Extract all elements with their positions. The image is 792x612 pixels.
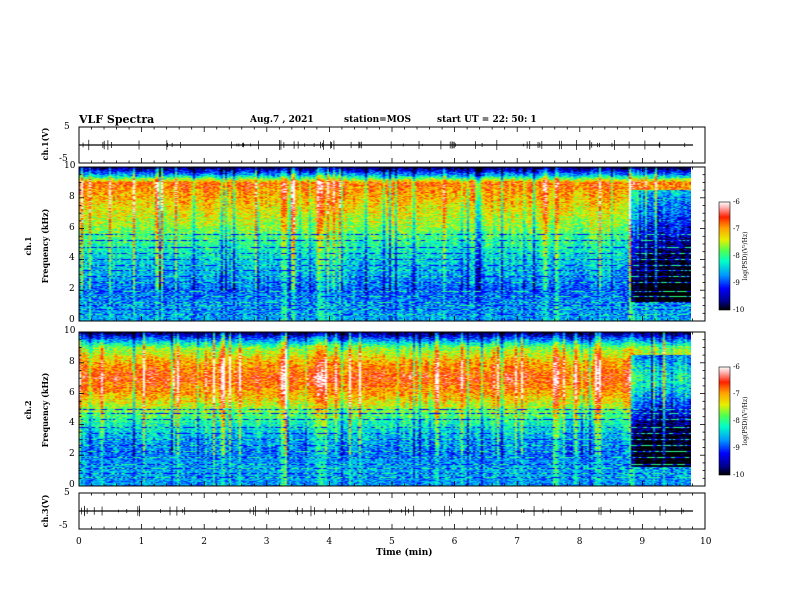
- time-tick-6: 6: [451, 537, 458, 547]
- ch2-cb-tick: -6: [733, 363, 740, 371]
- ch2-spectrogram-panel: [78, 331, 706, 487]
- ch2-colorbar: [718, 366, 731, 476]
- ch1-spec-ytick-4: 4: [69, 253, 75, 264]
- axis-ticks: [78, 127, 706, 529]
- ch1-channel-label: ch.1: [23, 236, 33, 256]
- time-tick-10: 10: [700, 537, 712, 547]
- ch1-spectrogram-image: [79, 167, 691, 321]
- ch1-colorbar-label: log(PSD)(V²/Hz): [742, 231, 749, 281]
- ch2-colorbar-label: log(PSD)(V²/Hz): [742, 396, 749, 446]
- ch1-spec-ytick-2: 2: [69, 284, 75, 295]
- time-tick-1: 1: [138, 537, 145, 547]
- ch2-channel-label: ch.2: [23, 400, 33, 420]
- time-tick-2: 2: [201, 537, 207, 547]
- date-label: Aug.7 , 2021: [250, 115, 314, 125]
- ch3-wave-ytick-top: 5: [64, 488, 70, 498]
- station-label: station=MOS: [344, 115, 412, 125]
- ch1-cb-tick: -6: [733, 198, 740, 206]
- ch1-wave-ylabel: ch.1(V): [40, 127, 50, 161]
- ch1-frequency-label: Frequency (kHz): [40, 208, 50, 284]
- ch2-cb-tick: -8: [733, 417, 740, 425]
- ch2-cb-tick: -10: [733, 471, 745, 479]
- ch3-waveform-trace: [79, 505, 693, 517]
- ch1-cb-tick: -8: [733, 252, 740, 260]
- time-tick-8: 8: [576, 537, 583, 547]
- time-tick-9: 9: [639, 537, 646, 547]
- ch1-wave-ytick-top: 5: [64, 122, 70, 132]
- ch1-colorbar: [718, 201, 731, 311]
- ch2-cb-tick: -9: [733, 444, 740, 452]
- ch2-spec-ytick-10: 10: [64, 326, 76, 336]
- ch1-spec-ytick-8: 8: [69, 191, 75, 202]
- ch2-frequency-label: Frequency (kHz): [40, 372, 50, 448]
- ch2-spec-ytick-0: 0: [69, 480, 75, 490]
- ch1-waveform-panel: [78, 126, 706, 164]
- ch3-waveform-panel: [78, 492, 706, 530]
- ch1-cb-tick: -10: [733, 306, 745, 314]
- time-axis-label: Time (min): [376, 548, 433, 558]
- ch1-wave-ytick-bottom: -5: [59, 154, 68, 164]
- ch1-cb-tick: -7: [733, 225, 740, 233]
- figure-title: VLF Spectra: [79, 113, 155, 126]
- time-tick-3: 3: [263, 537, 270, 547]
- ch1-cb-tick: -9: [733, 279, 740, 287]
- time-tick-0: 0: [76, 537, 82, 547]
- time-tick-5: 5: [389, 537, 395, 547]
- ch1-spec-ytick-6: 6: [69, 222, 75, 233]
- ch2-spec-ytick-6: 6: [69, 387, 75, 398]
- ch1-spectrogram-panel: [78, 166, 706, 322]
- ch3-wave-ytick-bottom: -5: [59, 521, 68, 531]
- ch2-spec-ytick-4: 4: [69, 418, 75, 429]
- time-tick-4: 4: [326, 537, 333, 547]
- time-tick-7: 7: [514, 537, 520, 547]
- ch1-spec-ytick-10: 10: [64, 161, 76, 171]
- ch2-cb-tick: -7: [733, 390, 740, 398]
- ch3-wave-ylabel: ch.3(V): [40, 494, 50, 528]
- ch1-waveform-trace: [79, 139, 693, 151]
- ch2-spectrogram-image: [79, 332, 691, 486]
- ch2-spec-ytick-2: 2: [69, 449, 75, 460]
- ch1-spec-ytick-0: 0: [69, 315, 75, 325]
- start-time-label: start UT = 22: 50: 1: [437, 115, 537, 125]
- ch2-spec-ytick-8: 8: [69, 356, 75, 367]
